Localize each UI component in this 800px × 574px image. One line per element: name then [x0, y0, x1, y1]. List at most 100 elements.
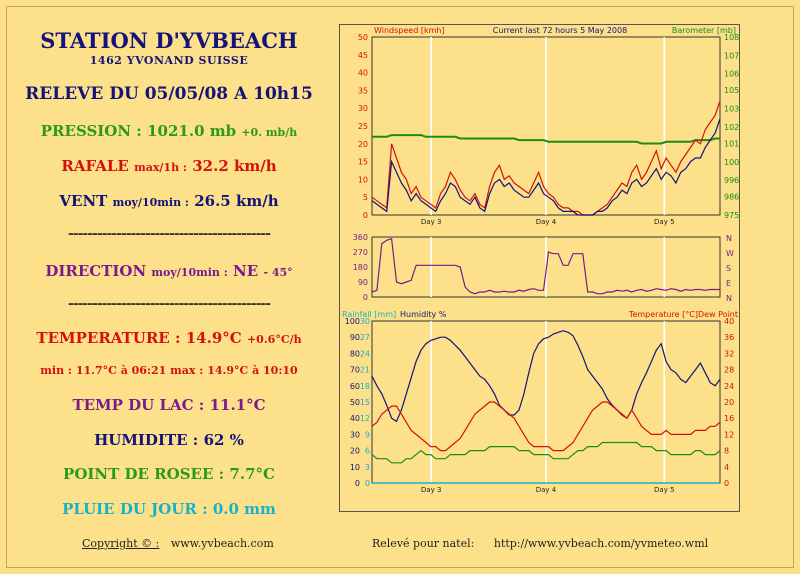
right-tick-label: 0	[724, 479, 729, 488]
natel-label: Relevé pour natel:	[372, 537, 475, 550]
right-tick-label: 28	[724, 366, 734, 375]
wind-axis-title: Windspeed [kmh]	[374, 26, 445, 35]
left-tick-label: 20	[358, 140, 368, 149]
right-tick-label: 40	[724, 317, 734, 326]
left-tick-label: 360	[353, 233, 368, 242]
vent-label: VENT	[59, 192, 108, 210]
left-tick-label: 15	[360, 398, 370, 407]
series-line	[371, 100, 721, 216]
left-tick-label: 270	[353, 248, 368, 257]
left-tick-label: 30	[360, 317, 370, 326]
right-tick-label: 36	[724, 333, 734, 342]
temperature-value: 14.9°C	[185, 329, 242, 347]
left-tick-label: 21	[360, 366, 370, 375]
left-tick-label: 15	[358, 158, 368, 167]
temperature-axis-title: Temperature [°C]Dew Point	[628, 310, 738, 319]
left-tick-label: 60	[350, 382, 360, 391]
left-tick-label: 27	[360, 333, 370, 342]
dewpoint-label: POINT DE ROSEE :	[63, 465, 225, 483]
direction-degrees: - 45°	[263, 266, 293, 279]
left-tick-label: 0	[365, 479, 370, 488]
pression-value: 1021.0 mb	[147, 122, 237, 140]
left-tick-label: 24	[360, 349, 370, 358]
site-link[interactable]: www.yvbeach.com	[170, 537, 274, 550]
pression-trend: +0. mb/h	[241, 126, 298, 139]
humidity-value: 62 %	[203, 431, 244, 449]
barometer-axis-title: Barometer [mb]	[672, 26, 736, 35]
direction-label: DIRECTION	[45, 262, 147, 280]
left-tick-label: 50	[350, 398, 360, 407]
left-tick-label: 12	[360, 414, 370, 423]
separator: ----------------------------------------…	[67, 226, 271, 242]
humidity-label: HUMIDITE :	[94, 431, 199, 449]
direction-row: DIRECTION moy/10min : NE - 45°	[10, 262, 328, 280]
right-tick-label: 12	[724, 430, 734, 439]
humidity-axis-title: Humidity %	[400, 310, 447, 319]
x-tick-label: Day 4	[536, 486, 557, 494]
left-tick-label: 9	[365, 430, 370, 439]
right-tick-label: 1007	[724, 158, 739, 167]
series-line	[371, 401, 721, 452]
pression-label: PRESSION :	[40, 122, 142, 140]
releve-date: RELEVE DU 05/05/08 A 10h15	[25, 84, 313, 104]
dewpoint-value: 7.7°C	[229, 465, 275, 483]
lake-temp-value: 11.1°C	[209, 396, 266, 414]
station-location: 1462 YVONAND SUISSE	[89, 54, 249, 67]
right-tick-label: 24	[724, 382, 734, 391]
natel-link[interactable]: http://www.yvbeach.com/yvmeteo.wml	[493, 537, 709, 550]
left-tick-label: 18	[360, 382, 370, 391]
rafale-row: RAFALE max/1h : 32.2 km/h	[10, 157, 328, 175]
compass-label: N	[726, 234, 732, 243]
rain-value: 0.0 mm	[212, 500, 276, 518]
right-tick-label: 20	[724, 398, 734, 407]
left-tick-label: 70	[350, 366, 360, 375]
rafale-label: RAFALE	[61, 157, 129, 175]
left-tick-label: 90	[350, 333, 360, 342]
humidity-row: HUMIDITE : 62 %	[10, 431, 328, 449]
temperature-label: TEMPERATURE :	[36, 329, 181, 347]
right-tick-label: 996	[724, 176, 739, 185]
right-tick-label: 4	[724, 463, 729, 472]
x-tick-label: Day 4	[536, 218, 557, 226]
dewpoint-row: POINT DE ROSEE : 7.7°C	[10, 465, 328, 483]
left-tick-label: 0	[363, 293, 368, 302]
wind-chart-title: Current last 72 hours 5 May 2008	[493, 26, 627, 35]
vent-value: 26.5 km/h	[194, 192, 279, 210]
compass-label: S	[726, 264, 731, 273]
series-line	[372, 134, 720, 145]
right-tick-label: 986	[724, 193, 739, 202]
left-tick-label: 45	[358, 51, 368, 60]
right-tick-label: 1060	[724, 70, 739, 79]
temperature-trend: +0.6°C/h	[246, 333, 302, 346]
series-line	[371, 441, 721, 464]
left-tick-label: 30	[358, 104, 368, 113]
compass-label: N	[726, 294, 732, 303]
separator: ----------------------------------------…	[67, 296, 271, 312]
series-line	[371, 237, 720, 295]
natel-footer: Relevé pour natel: http://www.yvbeach.co…	[372, 537, 708, 550]
series-line	[371, 330, 721, 423]
page-frame	[6, 6, 794, 568]
right-tick-label: 8	[724, 447, 729, 456]
pression-row: PRESSION : 1021.0 mb +0. mb/h	[10, 122, 328, 140]
left-tick-label: 3	[365, 463, 370, 472]
compass-label: W	[726, 249, 734, 258]
left-tick-label: 5	[363, 193, 368, 202]
left-tick-label: 40	[350, 414, 360, 423]
right-tick-label: 1039	[724, 105, 739, 114]
left-tick-label: 10	[358, 175, 368, 184]
left-tick-label: 50	[358, 33, 368, 42]
left-tick-label: 6	[365, 447, 370, 456]
vent-sub: moy/10min :	[112, 196, 189, 209]
rafale-sub: max/1h :	[134, 161, 187, 174]
direction-sub: moy/10min :	[151, 266, 228, 279]
right-tick-label: 1028	[724, 123, 739, 132]
rain-row: PLUIE DU JOUR : 0.0 mm	[10, 500, 328, 518]
x-tick-label: Day 5	[654, 218, 675, 226]
lake-temp-label: TEMP DU LAC :	[72, 396, 205, 414]
right-tick-label: 975	[724, 211, 739, 220]
copyright-footer: Copyright © : www.yvbeach.com	[82, 537, 274, 550]
direction-value: NE	[233, 262, 259, 280]
left-tick-label: 0	[363, 211, 368, 220]
left-tick-label: 100	[345, 317, 360, 326]
